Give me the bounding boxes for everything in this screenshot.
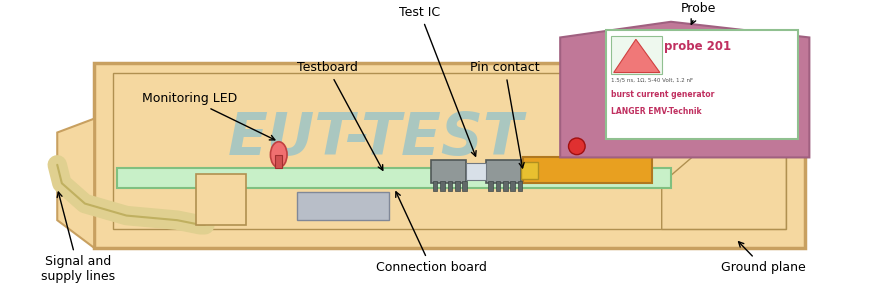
Circle shape	[569, 138, 585, 155]
Bar	[606, 30, 798, 139]
Bar	[466, 163, 486, 180]
Bar	[524, 158, 652, 183]
Bar	[522, 162, 538, 179]
Bar	[510, 181, 515, 191]
Bar	[196, 174, 246, 225]
Bar	[495, 181, 501, 191]
Bar	[433, 181, 438, 191]
Text: Signal and
supply lines: Signal and supply lines	[42, 192, 115, 283]
Bar	[462, 181, 467, 191]
Bar	[297, 192, 390, 220]
Text: Test IC: Test IC	[400, 6, 476, 156]
Bar	[440, 181, 445, 191]
Bar	[517, 181, 523, 191]
Bar	[275, 155, 283, 168]
Bar	[486, 160, 522, 183]
Text: EUT-TEST: EUT-TEST	[228, 111, 524, 167]
Bar	[113, 73, 786, 230]
Polygon shape	[58, 119, 94, 248]
Text: LANGER EMV-Technik: LANGER EMV-Technik	[611, 107, 702, 116]
Text: burst current generator: burst current generator	[611, 90, 714, 99]
Text: probe 201: probe 201	[664, 40, 732, 53]
Bar	[94, 63, 804, 248]
Polygon shape	[614, 39, 660, 73]
Bar	[488, 181, 493, 191]
Text: Connection board: Connection board	[376, 192, 486, 274]
Text: Ground plane: Ground plane	[721, 242, 805, 274]
Bar	[503, 181, 508, 191]
Text: Monitoring LED: Monitoring LED	[142, 92, 275, 140]
Bar	[431, 160, 466, 183]
Ellipse shape	[270, 142, 287, 168]
Text: Pin contact: Pin contact	[470, 61, 540, 168]
Bar	[447, 181, 452, 191]
Polygon shape	[560, 22, 810, 158]
Bar	[117, 168, 671, 188]
Text: 1.5/5 ns, 1Ω, 5-40 Volt, 1.2 nF: 1.5/5 ns, 1Ω, 5-40 Volt, 1.2 nF	[611, 77, 693, 82]
Text: Probe: Probe	[681, 2, 716, 24]
Bar	[611, 36, 662, 74]
Polygon shape	[662, 128, 786, 230]
Bar	[455, 181, 460, 191]
Text: Testboard: Testboard	[297, 61, 383, 170]
